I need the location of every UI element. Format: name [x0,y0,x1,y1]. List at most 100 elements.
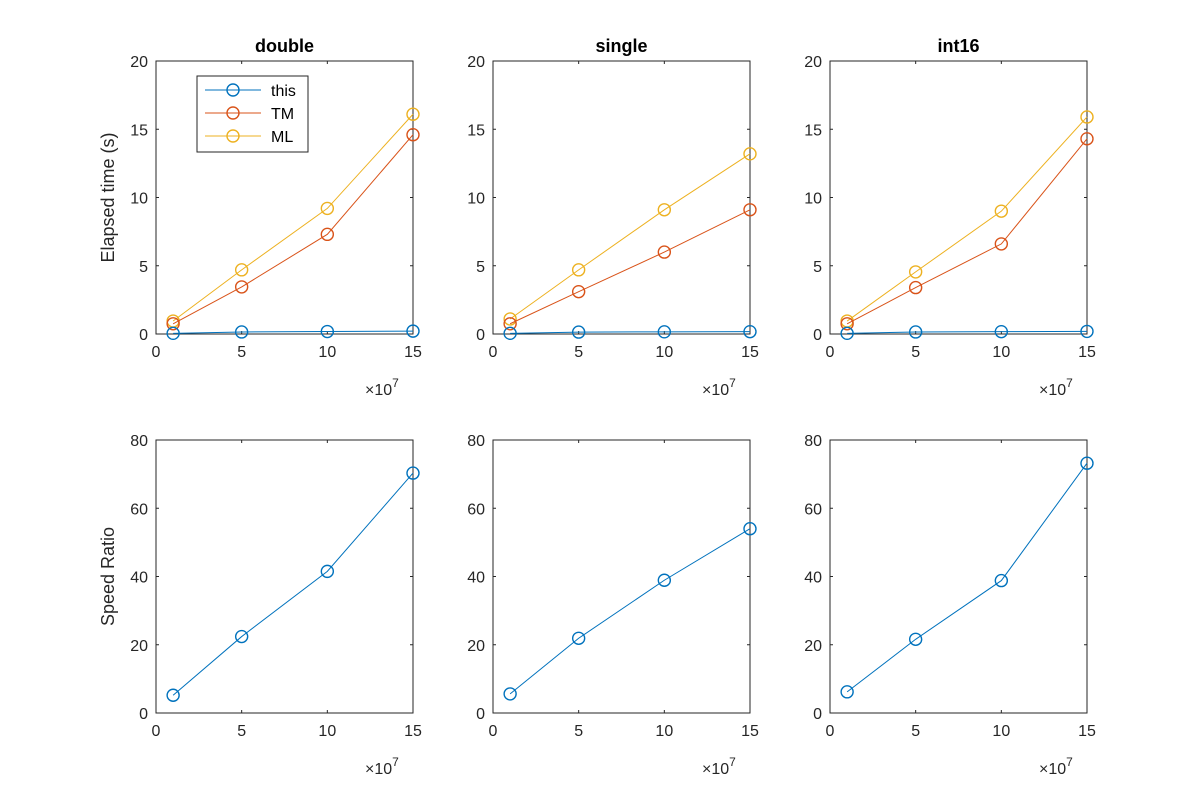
data-point-this [166,326,180,341]
axes-box [155,439,414,714]
series-line-this [173,330,414,334]
x-tick-label: 0 [826,723,835,740]
data-point-ratio [908,632,923,646]
data-point-TM [743,203,757,217]
y-tick-label: 60 [804,501,822,518]
y-tick-label: 40 [804,570,822,587]
subplot-4: 0 5 10 15 0 20 40 60 80 ×107 Speed Ratio [98,433,422,778]
data-point-ML [908,265,923,279]
legend-label-TM: TM [271,106,294,123]
data-point-ratio [571,631,586,645]
x-exponent-label: ×107 [1039,376,1073,399]
data-point-TM [908,280,923,295]
x-exponent-base: ×10 [365,382,392,399]
data-point-ML [1080,110,1094,124]
x-tick-label: 5 [237,344,246,361]
x-exponent-label: ×107 [365,755,399,778]
axes-box [492,439,751,714]
y-tick-label: 5 [813,259,822,276]
x-exponent-base: ×10 [1039,761,1066,778]
y-tick-label: 20 [804,638,822,655]
y-tick-label: 0 [139,327,148,344]
y-tick-label: 40 [467,570,485,587]
y-tick-label: 0 [139,706,148,723]
series-line-ML [172,113,414,322]
y-tick-label: 20 [467,54,485,71]
y-tick-label: 20 [130,638,148,655]
series-line-ML [509,153,751,320]
x-tick-label: 15 [741,723,759,740]
data-point-ratio [166,688,180,702]
series-line-ML [846,116,1088,322]
data-point-ML [234,263,249,277]
y-tick-label: 5 [476,259,485,276]
x-exponent-base: ×10 [365,761,392,778]
x-exponent-power: 7 [1066,376,1073,390]
y-tick-label: 60 [467,501,485,518]
data-point-TM [994,237,1009,251]
data-point-this [908,325,923,339]
data-point-ML [503,312,517,326]
subplot-6: 0 5 10 15 0 20 40 60 80 ×107 [804,433,1096,778]
data-point-TM [406,128,420,142]
y-tick-label: 40 [130,570,148,587]
axes-box [829,439,1088,714]
x-exponent-base: ×10 [702,761,729,778]
series-line-TM [846,138,1088,325]
y-tick-label: 80 [804,433,822,450]
data-point-TM [840,317,854,331]
legend-box [196,75,309,153]
y-tick-label: 5 [139,259,148,276]
x-tick-label: 0 [489,723,498,740]
data-point-TM [657,245,672,259]
data-point-ratio [840,685,854,699]
subplot-1: 0 5 10 15 0 5 10 15 20 ×107 double Elapsed time (s)… [98,36,422,399]
subplot-2: 0 5 10 15 0 5 10 15 20 ×107 single [467,36,759,399]
y-tick-label: 20 [467,638,485,655]
x-tick-label: 10 [992,723,1010,740]
x-tick-label: 15 [404,723,422,740]
y-tick-label: 15 [130,122,148,139]
data-point-TM [571,284,586,299]
x-exponent-base: ×10 [1039,382,1066,399]
data-point-this [657,325,672,339]
x-exponent-label: ×107 [1039,755,1073,778]
x-exponent-power: 7 [729,376,736,390]
data-point-ML [571,263,586,277]
data-point-TM [503,317,517,331]
data-point-this [320,324,335,339]
data-point-ratio [234,629,249,644]
legend-label-ML: ML [271,129,293,146]
series-line-ratio [509,528,751,695]
subplot-title: double [255,36,314,56]
x-tick-label: 10 [318,723,336,740]
series-line-this [510,331,751,334]
data-point-ML [994,204,1009,218]
x-tick-label: 10 [318,344,336,361]
data-point-ratio [657,573,672,587]
series-line-ratio [846,462,1088,693]
x-tick-label: 10 [655,723,673,740]
data-point-this [234,325,249,339]
x-exponent-label: ×107 [702,376,736,399]
y-tick-label: 80 [467,433,485,450]
x-tick-label: 5 [911,723,920,740]
legend-marker-this [226,83,240,97]
axes-box [492,60,751,335]
x-tick-label: 5 [574,344,583,361]
x-exponent-power: 7 [1066,755,1073,769]
y-tick-label: 0 [476,327,485,344]
x-tick-label: 5 [237,723,246,740]
x-tick-label: 15 [1078,344,1096,361]
x-tick-label: 10 [992,344,1010,361]
data-point-ratio [406,466,420,480]
x-exponent-label: ×107 [365,376,399,399]
data-point-ratio [743,522,757,536]
data-point-TM [1080,132,1094,146]
x-tick-label: 0 [152,723,161,740]
series-line-TM [509,209,751,325]
x-tick-label: 0 [152,344,161,361]
y-tick-label: 15 [467,122,485,139]
y-tick-label: 10 [467,191,485,208]
legend-label-this: this [271,83,296,100]
